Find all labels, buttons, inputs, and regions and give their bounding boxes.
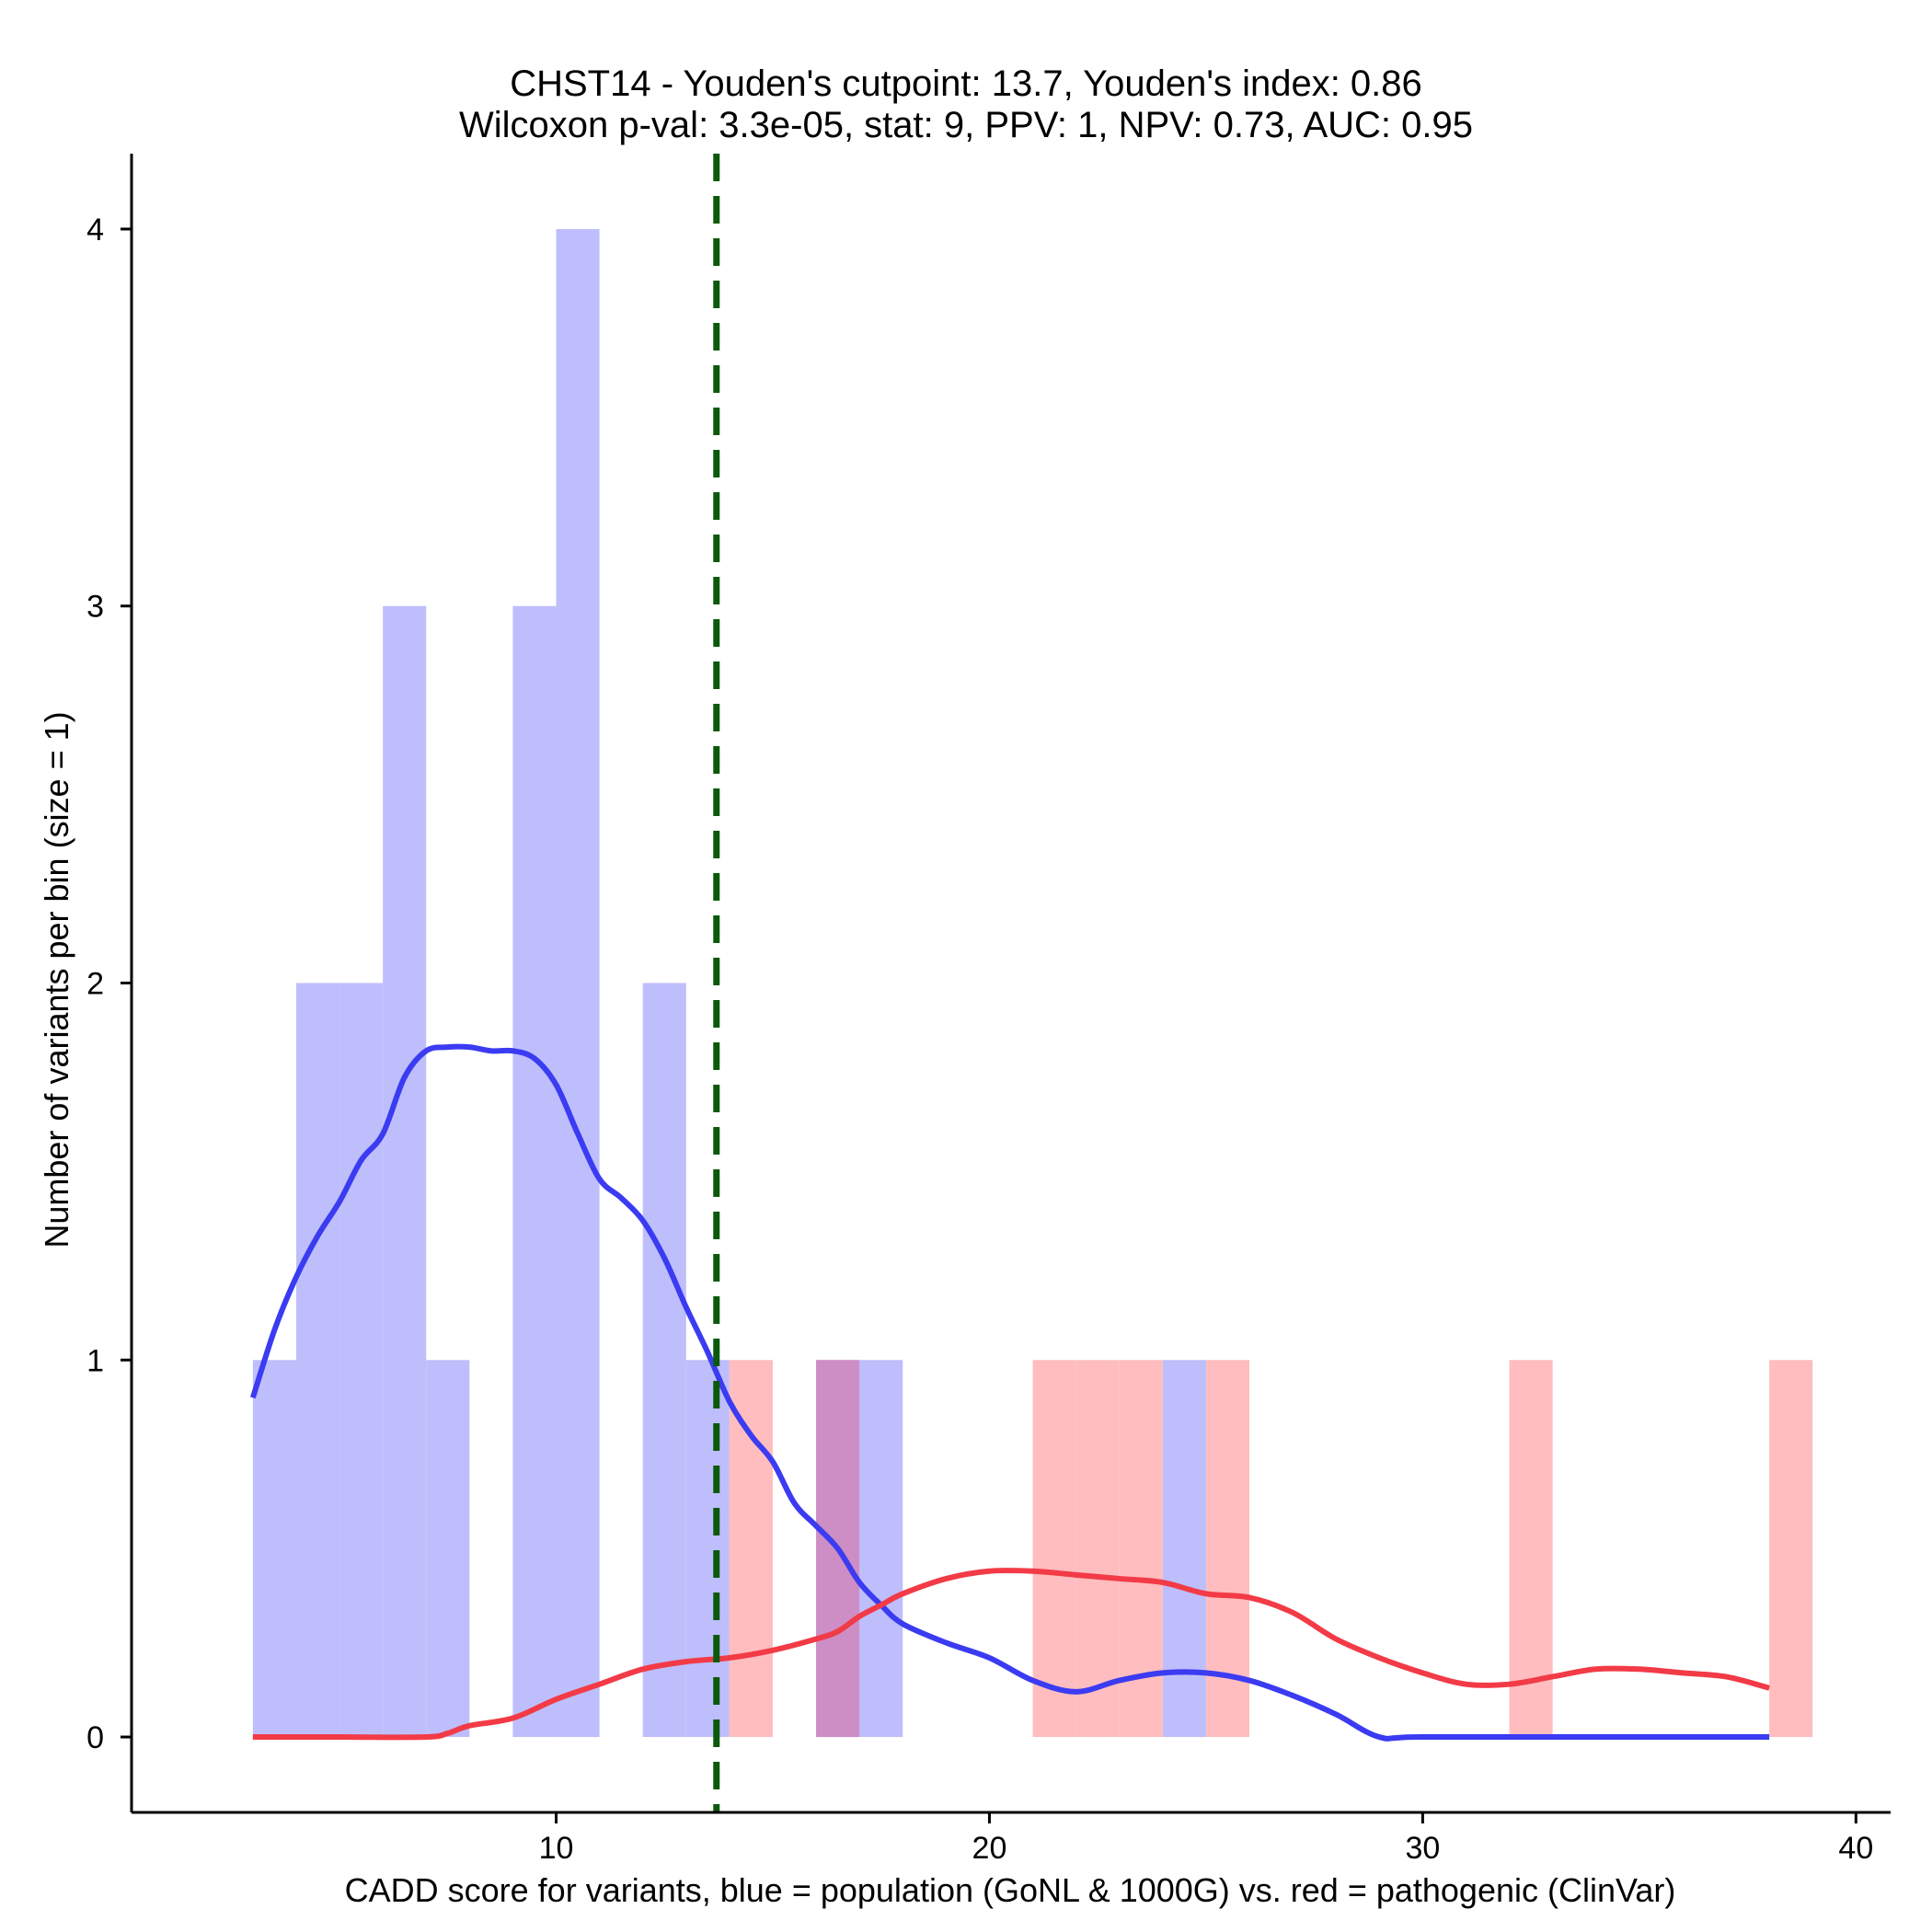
pathogenic-bar-32 xyxy=(1509,1360,1553,1738)
y-tick-label-3: 3 xyxy=(86,590,104,625)
pathogenic-bar-38 xyxy=(1769,1360,1813,1738)
x-tick-label-30: 30 xyxy=(1405,1831,1440,1866)
chart-title-line-2: Wilcoxon p-val: 3.3e-05, stat: 9, PPV: 1… xyxy=(459,105,1473,145)
chart-title-line-1: CHST14 - Youden's cutpoint: 13.7, Youden… xyxy=(510,63,1422,104)
pathogenic-bar-14 xyxy=(729,1360,773,1738)
y-tick-label-1: 1 xyxy=(86,1343,104,1378)
population-bars xyxy=(252,228,1206,1738)
x-axis-label: CADD score for variants, blue = populati… xyxy=(345,1871,1676,1909)
population-bar-7 xyxy=(426,1360,470,1738)
y-tick-label-4: 4 xyxy=(86,213,104,247)
pathogenic-density-line xyxy=(252,1567,1770,1741)
x-axis-ticks: 10 20 30 40 xyxy=(539,1812,1873,1866)
population-bar-4 xyxy=(295,983,340,1738)
population-bar-10 xyxy=(556,228,600,1738)
y-tick-label-0: 0 xyxy=(86,1720,104,1755)
population-bar-9 xyxy=(512,605,557,1738)
population-bar-12 xyxy=(642,983,686,1738)
population-bar-13 xyxy=(685,1360,730,1738)
y-axis-label: Number of variants per bin (size = 1) xyxy=(38,711,75,1248)
population-bar-17 xyxy=(859,1360,903,1738)
x-tick-label-20: 20 xyxy=(972,1831,1007,1866)
population-bar-6 xyxy=(383,605,427,1738)
population-bar-24 xyxy=(1162,1360,1206,1738)
y-axis-ticks: 0 1 2 3 4 xyxy=(86,213,132,1755)
pathogenic-bar-21 xyxy=(1032,1360,1076,1738)
population-bar-3 xyxy=(252,1360,296,1738)
y-tick-label-2: 2 xyxy=(86,967,104,1002)
pathogenic-bar-22 xyxy=(1075,1360,1120,1738)
x-tick-label-10: 10 xyxy=(539,1831,574,1866)
population-bar-5 xyxy=(339,983,384,1738)
x-tick-label-40: 40 xyxy=(1838,1831,1873,1866)
population-density-line xyxy=(250,1043,1770,1742)
